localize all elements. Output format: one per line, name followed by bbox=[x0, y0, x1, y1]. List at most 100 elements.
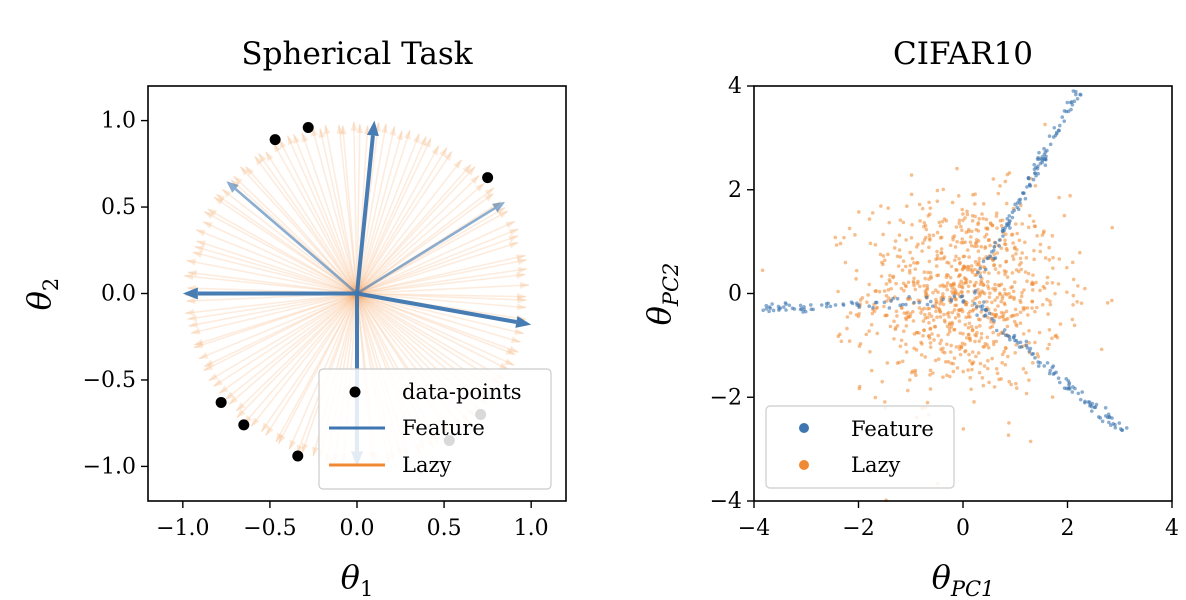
lazy-point bbox=[879, 204, 883, 208]
lazy-point bbox=[936, 357, 941, 361]
lazy-arrow-head bbox=[187, 269, 198, 277]
lazy-point bbox=[964, 278, 969, 282]
lazy-arrow bbox=[194, 245, 358, 295]
lazy-point bbox=[931, 318, 936, 322]
lazy-arrow bbox=[208, 292, 358, 382]
feature-point bbox=[1071, 385, 1075, 389]
lazy-point bbox=[953, 316, 958, 320]
lazy-point bbox=[966, 325, 971, 330]
lazy-arrow bbox=[184, 274, 358, 295]
feature-point bbox=[777, 308, 781, 312]
lazy-arrow bbox=[356, 259, 527, 295]
lazy-point bbox=[954, 345, 959, 349]
lazy-point bbox=[908, 312, 913, 316]
lazy-arrow-head bbox=[279, 139, 287, 149]
lazy-arrow bbox=[243, 292, 358, 425]
lazy-arrow bbox=[356, 123, 361, 294]
lazy-point bbox=[937, 220, 942, 225]
lazy-point bbox=[955, 166, 959, 171]
feature-point bbox=[1120, 428, 1125, 432]
lazy-point bbox=[886, 206, 891, 210]
lazy-point bbox=[1035, 352, 1040, 356]
lazy-point bbox=[857, 210, 861, 214]
lazy-point bbox=[977, 291, 981, 295]
lazy-point bbox=[946, 332, 950, 337]
lazy-point bbox=[958, 352, 963, 357]
lazy-arrow-head bbox=[466, 166, 476, 176]
feature-point bbox=[941, 297, 945, 302]
feature-arrow bbox=[234, 187, 358, 295]
x-ticks-right: −4 −2 0 2 4 bbox=[738, 501, 1179, 541]
lazy-arrow bbox=[236, 292, 358, 419]
lazy-point bbox=[1034, 305, 1039, 310]
feature-arrow bbox=[355, 135, 375, 294]
feature-point bbox=[850, 301, 855, 306]
lazy-point bbox=[1070, 260, 1075, 265]
lazy-point bbox=[961, 427, 966, 431]
lazy-point bbox=[990, 223, 995, 228]
lazy-point bbox=[952, 356, 957, 360]
lazy-point bbox=[908, 263, 913, 268]
lazy-point bbox=[993, 315, 997, 319]
feature-point bbox=[1083, 399, 1087, 404]
lazy-point bbox=[867, 217, 872, 221]
lazy-point bbox=[948, 275, 953, 280]
lazy-point bbox=[1025, 306, 1030, 310]
lazy-point bbox=[952, 308, 957, 312]
lazy-arrow-head bbox=[214, 197, 224, 206]
lazy-arrow bbox=[215, 193, 358, 295]
lazy-point bbox=[888, 279, 892, 284]
lazy-point bbox=[926, 315, 930, 320]
lazy-point bbox=[991, 342, 996, 347]
lazy-point bbox=[915, 281, 920, 286]
lazy-point bbox=[972, 244, 977, 249]
feature-point bbox=[1016, 341, 1020, 345]
lazy-point bbox=[986, 279, 990, 284]
lazy-point bbox=[1014, 322, 1018, 327]
lazy-point bbox=[935, 230, 940, 235]
lazy-point bbox=[991, 339, 996, 344]
lazy-point bbox=[834, 243, 839, 247]
lazy-point bbox=[960, 309, 965, 314]
lazy-point bbox=[1003, 272, 1007, 277]
lazy-arrow-head bbox=[273, 142, 282, 153]
lazy-arrow-head bbox=[504, 358, 515, 366]
lazy-point bbox=[867, 329, 871, 333]
lazy-arrow-head bbox=[293, 134, 301, 144]
feature-point bbox=[992, 318, 996, 323]
lazy-scatter bbox=[760, 122, 1115, 502]
feature-point bbox=[889, 299, 893, 303]
lazy-arrow bbox=[257, 152, 358, 294]
lazy-arrow-head bbox=[192, 251, 203, 258]
feature-point bbox=[1113, 425, 1118, 430]
lazy-point bbox=[999, 299, 1003, 304]
lazy-arrow bbox=[356, 182, 485, 295]
x-tick-label: 0 bbox=[956, 516, 970, 541]
lazy-point bbox=[870, 211, 875, 215]
lazy-point bbox=[923, 312, 927, 317]
lazy-point bbox=[955, 366, 960, 370]
lazy-point bbox=[961, 281, 966, 286]
feature-point bbox=[824, 304, 829, 309]
y-tick-label: −1.0 bbox=[83, 454, 136, 479]
lazy-point bbox=[1105, 301, 1110, 305]
feature-point bbox=[904, 302, 908, 307]
lazy-point bbox=[952, 328, 956, 332]
feature-point bbox=[961, 300, 965, 304]
lazy-point bbox=[957, 218, 962, 223]
feature-point bbox=[882, 300, 887, 305]
lazy-point bbox=[982, 364, 987, 368]
lazy-arrow-head bbox=[254, 156, 263, 166]
lazy-point bbox=[1027, 213, 1032, 218]
feature-point bbox=[1027, 349, 1032, 354]
y-tick-label: 0.5 bbox=[101, 195, 136, 220]
lazy-point bbox=[984, 226, 988, 230]
lazy-point bbox=[1051, 266, 1055, 270]
lazy-point bbox=[909, 236, 914, 240]
lazy-point bbox=[954, 303, 959, 308]
lazy-point bbox=[892, 319, 896, 324]
lazy-point bbox=[898, 255, 903, 259]
feature-point bbox=[1074, 92, 1078, 97]
lazy-arrow bbox=[233, 175, 358, 295]
lazy-point bbox=[982, 344, 987, 349]
